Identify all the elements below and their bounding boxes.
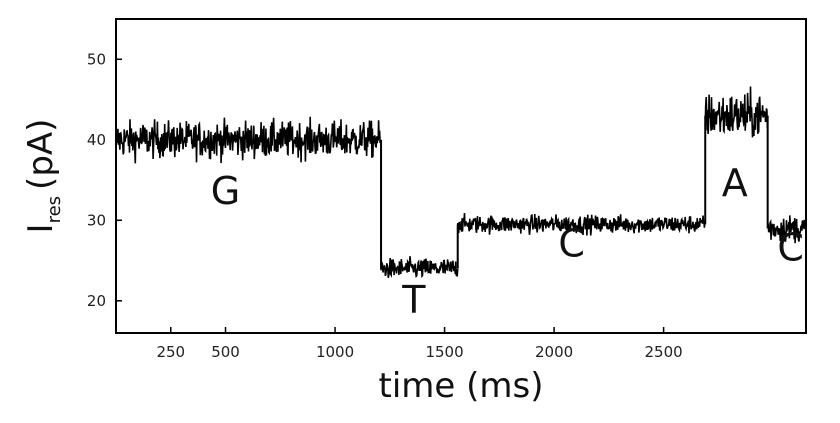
y-tick-label: 30	[87, 211, 106, 229]
x-tick-label: 500	[211, 343, 240, 361]
base-annotation: G	[211, 169, 240, 213]
y-axis-ticks: 20 30 40 50	[87, 50, 122, 310]
trace-segment-3	[704, 86, 769, 138]
x-tick-label: 1000	[316, 343, 354, 361]
base-annotation: C	[558, 222, 585, 266]
y-axis-label: Ires (pA)	[21, 119, 65, 234]
y-tick-label: 20	[87, 292, 106, 310]
y-axis-label-unit: (pA)	[21, 119, 61, 190]
base-annotation: T	[401, 278, 426, 322]
y-axis-label-main: I	[21, 223, 61, 233]
x-tick-label: 1500	[425, 343, 463, 361]
x-tick-label: 250	[156, 343, 185, 361]
trace-group	[115, 86, 807, 279]
base-annotation: A	[722, 161, 748, 205]
trace-segment-4	[766, 215, 807, 244]
x-tick-label: 2500	[645, 343, 683, 361]
y-axis-label-sub: res	[44, 196, 65, 223]
trace-segment-1	[380, 256, 459, 279]
x-axis-ticks: 250 500 1000 1500 2000 2500	[156, 327, 683, 361]
trace-segment-2	[456, 213, 706, 236]
plot-frame	[115, 18, 807, 334]
y-tick-label: 40	[87, 131, 106, 149]
y-tick-label: 50	[87, 50, 106, 68]
x-axis-label: time (ms)	[379, 366, 544, 406]
base-annotation: C	[777, 226, 804, 270]
trace-segment-0	[115, 116, 381, 164]
x-tick-label: 2000	[535, 343, 573, 361]
